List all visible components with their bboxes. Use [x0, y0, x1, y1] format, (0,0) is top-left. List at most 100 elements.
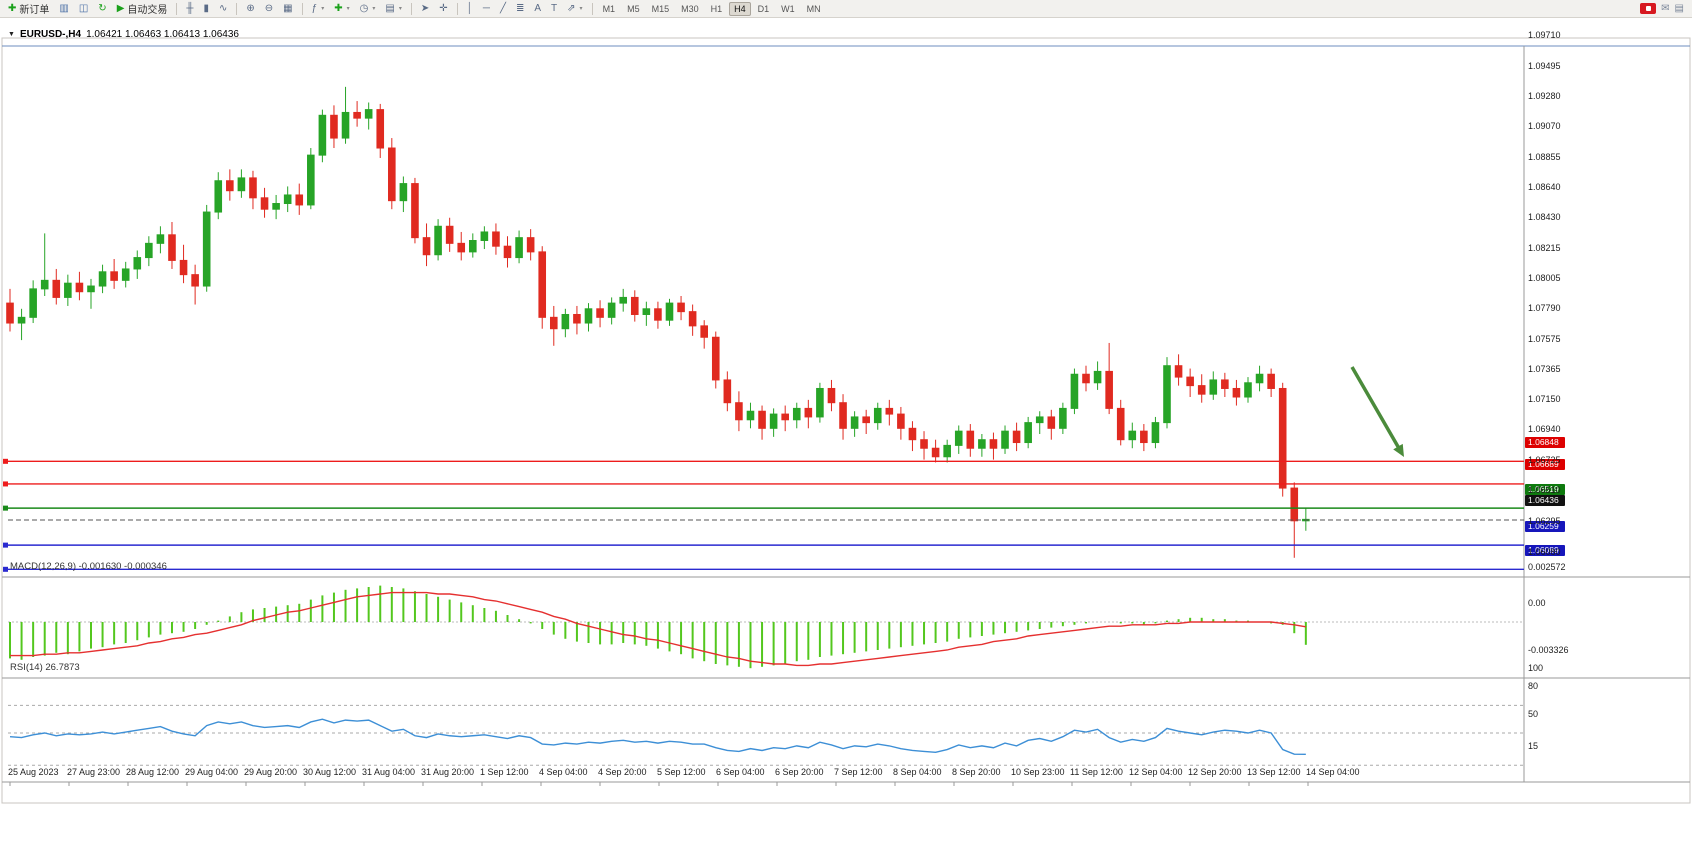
profile-button[interactable]: ◫ [75, 1, 92, 16]
autotrading-button[interactable]: ▶ 自动交易 [113, 1, 172, 16]
candle-up [1209, 371, 1218, 400]
candle-up [1128, 422, 1137, 449]
candle-down [827, 379, 836, 412]
candle-down [549, 305, 558, 346]
candle-down [989, 432, 998, 460]
line-handle[interactable] [3, 566, 8, 572]
window-frame [1, 37, 1691, 804]
candle-down [908, 421, 917, 452]
candle-up [469, 233, 477, 258]
candle-up [40, 233, 49, 296]
indicators-button[interactable]: ƒ ▾ [308, 1, 329, 16]
trendline-button[interactable]: ╱ [496, 1, 510, 16]
candle-up [29, 280, 37, 324]
crosshair-button[interactable]: ✛ [435, 1, 451, 16]
candle-up [850, 411, 859, 437]
add-indicator-button[interactable]: ✚ ▾ [330, 1, 353, 16]
alerts-badge-icon[interactable] [1640, 3, 1657, 14]
candle-down [353, 101, 361, 127]
candle-down [758, 405, 766, 440]
candle-down [1232, 379, 1241, 406]
candle-up [364, 102, 373, 130]
candle-down [735, 391, 743, 432]
timeframe-h4-button[interactable]: H4 [729, 1, 751, 16]
chart-window[interactable] [0, 19, 1692, 804]
cursor-button[interactable]: ➤ [417, 1, 433, 16]
candle-up [1244, 377, 1252, 403]
timeframe-m1-button[interactable]: M1 [602, 3, 616, 14]
horizontal-line-button[interactable]: ─ [479, 1, 494, 16]
chart-canvas[interactable] [0, 19, 1692, 849]
line-handle[interactable] [3, 542, 8, 548]
candle-up [237, 169, 246, 198]
candle-down [920, 431, 928, 460]
timeframe-h1-button[interactable]: H1 [710, 3, 723, 14]
line-handle[interactable] [3, 505, 8, 511]
candle-up [1151, 416, 1160, 449]
collapse-chart-icon[interactable]: ▼ [8, 31, 15, 38]
candle-down [457, 231, 466, 261]
mail-icon[interactable]: ✉ [1661, 3, 1670, 14]
timeframe-mn-button[interactable]: MN [806, 3, 821, 14]
profile-icon: ◫ [78, 2, 89, 14]
candle-up [607, 297, 616, 325]
candle-down [422, 223, 431, 267]
timeframe-w1-button[interactable]: W1 [781, 3, 795, 14]
candle-down [1012, 422, 1021, 452]
caret-down-icon: ▾ [346, 6, 350, 12]
line-chart-button[interactable]: ∿ [215, 1, 231, 16]
candle-up [1255, 365, 1264, 392]
refresh-button[interactable]: ↻ [94, 1, 110, 16]
templates-button[interactable]: ▤ ▾ [381, 1, 405, 16]
vertical-line-button[interactable]: │ [463, 1, 477, 16]
grid-icon[interactable]: ▤ [1674, 3, 1684, 14]
candle-down [654, 301, 662, 329]
timeframe-m15-button[interactable]: M15 [651, 3, 670, 14]
candle-up [561, 308, 570, 338]
candlestick-button[interactable]: ▮ [199, 1, 213, 16]
timeframe-d1-button[interactable]: D1 [757, 3, 770, 14]
candle-up [792, 402, 801, 429]
vertical-line-icon: │ [466, 2, 473, 14]
candle-up [156, 226, 165, 254]
zoom-out-button[interactable]: ⊖ [261, 1, 277, 16]
zoom-in-button[interactable]: ⊕ [242, 1, 258, 16]
new-order-button[interactable]: ✚ 新订单 [4, 1, 53, 16]
arrows-button[interactable]: ⇗ ▾ [563, 1, 586, 16]
candle-down [6, 288, 14, 332]
candle-down [388, 138, 396, 210]
candle-up [318, 109, 327, 163]
candle-up [399, 176, 408, 213]
timeframe-m30-button[interactable]: M30 [681, 3, 699, 14]
candle-down [688, 304, 697, 336]
zoom-out-icon: ⊖ [264, 2, 274, 14]
fibonacci-button[interactable]: ≣ [512, 1, 528, 16]
candle-down [1105, 342, 1113, 415]
candle-down [839, 394, 847, 440]
text-label-button[interactable]: T [547, 1, 561, 16]
candle-down [330, 105, 338, 149]
candle-down [260, 187, 269, 218]
candle-down [966, 424, 975, 457]
candle-down [931, 439, 940, 463]
indicators-icon: ƒ [311, 2, 318, 14]
bar-chart-button[interactable]: ╫ [182, 1, 197, 16]
text-button[interactable]: A [530, 1, 545, 16]
candle-down [1047, 409, 1056, 440]
periods-button[interactable]: ◷ ▾ [356, 1, 380, 16]
annotation-arrow[interactable] [1350, 366, 1402, 451]
arrows-icon: ⇗ [567, 2, 576, 14]
candle-down [1140, 424, 1148, 452]
timeframe-m5-button[interactable]: M5 [627, 3, 640, 14]
candle-up [272, 194, 280, 220]
chart-window-button[interactable]: ▥ [55, 1, 72, 16]
line-handle[interactable] [3, 481, 8, 487]
candle-up [341, 86, 350, 144]
candle-up [1024, 416, 1032, 449]
tile-windows-button[interactable]: ▦ [279, 1, 296, 16]
chart-window-icon: ▥ [59, 2, 69, 14]
candle-up [1059, 402, 1067, 435]
refresh-icon: ↻ [98, 2, 107, 14]
line-handle[interactable] [3, 458, 8, 464]
